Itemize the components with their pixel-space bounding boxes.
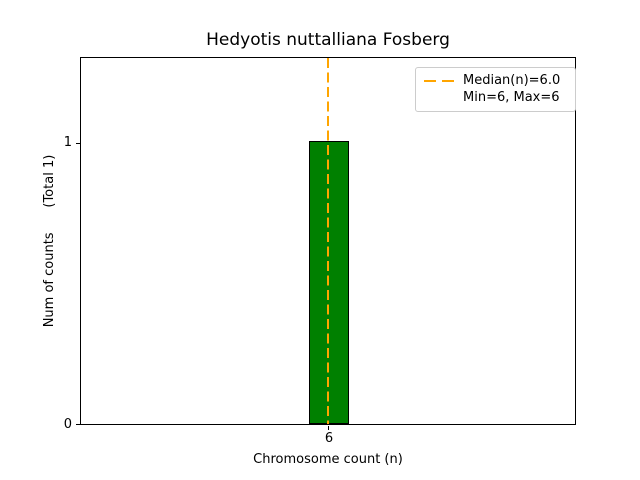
y-axis-label: Num of counts (Total 1) xyxy=(42,154,57,328)
legend: Median(n)=6.0 Min=6, Max=6 xyxy=(415,67,576,112)
median-dashed-line xyxy=(327,58,329,424)
y-tick-label-1: 1 xyxy=(63,135,72,150)
plot-area: Median(n)=6.0 Min=6, Max=6 xyxy=(80,57,576,425)
y-tick-mark-1 xyxy=(76,143,80,144)
y-tick-mark-0 xyxy=(76,424,80,425)
histogram-bar xyxy=(309,141,349,424)
x-tick-mark-6 xyxy=(328,426,329,430)
legend-median-label: Median(n)=6.0 xyxy=(463,73,561,88)
legend-row-median: Median(n)=6.0 xyxy=(424,72,567,89)
legend-spacer xyxy=(424,97,454,99)
x-axis-label: Chromosome count (n) xyxy=(253,452,403,467)
median-line-sample-icon xyxy=(424,79,454,82)
legend-row-minmax: Min=6, Max=6 xyxy=(424,89,567,106)
legend-minmax-label: Min=6, Max=6 xyxy=(463,90,560,105)
x-tick-label-6: 6 xyxy=(324,431,334,446)
y-tick-label-0: 0 xyxy=(63,417,72,432)
chart-title: Hedyotis nuttalliana Fosberg xyxy=(206,30,450,50)
